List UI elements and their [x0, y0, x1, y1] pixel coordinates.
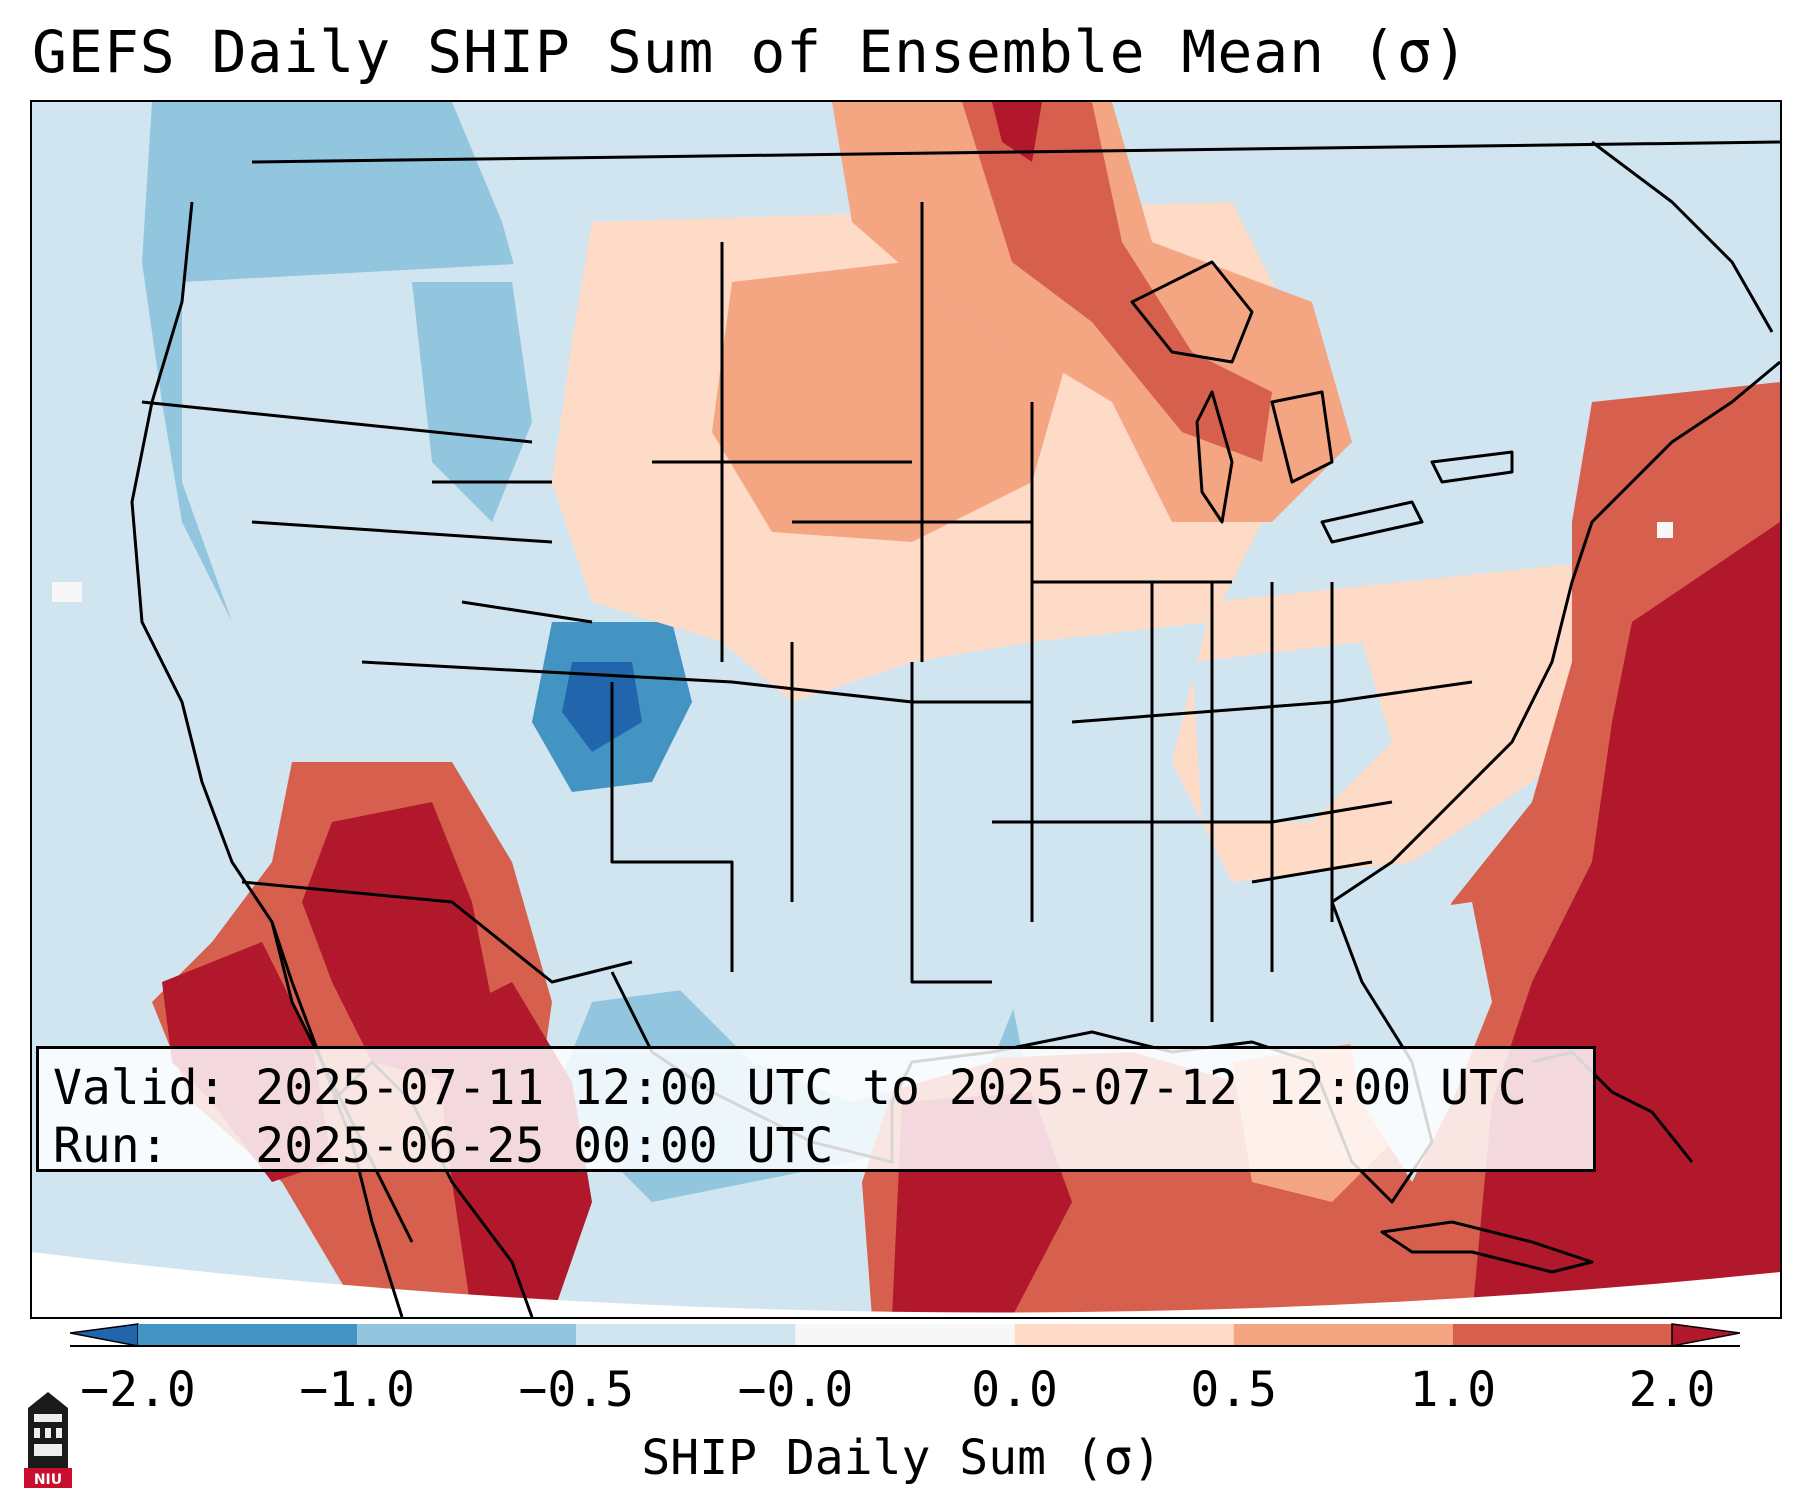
colorbar-extend-high	[1671, 1323, 1740, 1347]
colorbar-bin	[1233, 1324, 1453, 1346]
mexico-border	[241, 880, 633, 984]
colorbar-tick-label: −2.0	[80, 1362, 196, 1418]
colorbar	[70, 1323, 1740, 1347]
anomaly-cell-neutral	[1657, 522, 1673, 538]
anomaly-region-texas-slightly-below	[612, 802, 1032, 1102]
lake-ontario	[1430, 450, 1514, 484]
svg-text:NIU: NIU	[34, 1472, 62, 1488]
colorbar-bin	[1452, 1324, 1672, 1346]
valid-time-line: Valid: 2025-07-11 12:00 UTC to 2025-07-1…	[53, 1060, 1527, 1116]
run-time-line: Run: 2025-06-25 00:00 UTC	[53, 1118, 834, 1174]
colorbar-tick-label: 2.0	[1628, 1362, 1716, 1418]
cuba	[1380, 1220, 1594, 1274]
lake-erie	[1320, 500, 1424, 544]
anomaly-region-ohio-valley-slightly-below	[1192, 642, 1392, 822]
colorbar-bin	[357, 1324, 577, 1346]
domain-edge	[32, 1252, 1780, 1317]
colorbar-tick-label: −0.0	[737, 1362, 854, 1418]
colorbar-bin	[1014, 1324, 1234, 1346]
colorbar-tick-label: −1.0	[299, 1362, 415, 1418]
lake-huron	[1270, 390, 1334, 484]
state-borders	[141, 202, 1473, 1022]
colorbar-tick-label: 0.5	[1190, 1362, 1278, 1418]
valid-run-info-box: Valid: 2025-07-11 12:00 UTC to 2025-07-1…	[36, 1046, 1596, 1174]
anomaly-region-colorado-strong-below	[562, 662, 642, 752]
anomaly-region-great-lakes-above-mid	[962, 102, 1272, 462]
anomaly-region-dakotas-above	[712, 252, 1072, 542]
maritime-coast	[1591, 140, 1774, 333]
colorbar-bin	[138, 1324, 358, 1346]
colorbar-bin	[795, 1324, 1015, 1346]
chart-title: GEFS Daily SHIP Sum of Ensemble Mean (σ)	[32, 18, 1469, 86]
colorbar-tick-label: −0.5	[518, 1362, 635, 1418]
anomaly-region-arizona-high	[302, 802, 492, 1082]
anomaly-region-ontario-high	[992, 102, 1042, 162]
colorbar-label: SHIP Daily Sum (σ)	[641, 1430, 1162, 1486]
anomaly-cell-neutral	[52, 582, 82, 602]
niu-logo-icon: NIU	[18, 1388, 78, 1490]
colorbar-bin	[576, 1324, 796, 1346]
canada-border	[251, 140, 1780, 164]
colorbar-tick-label: 1.0	[1409, 1362, 1497, 1418]
colorbar-extend-low	[70, 1323, 139, 1347]
anomaly-region-idaho-below	[412, 282, 532, 522]
colorbar-tick-label: 0.0	[971, 1362, 1058, 1418]
lake-superior	[1130, 260, 1254, 364]
lake-michigan	[1195, 390, 1234, 524]
